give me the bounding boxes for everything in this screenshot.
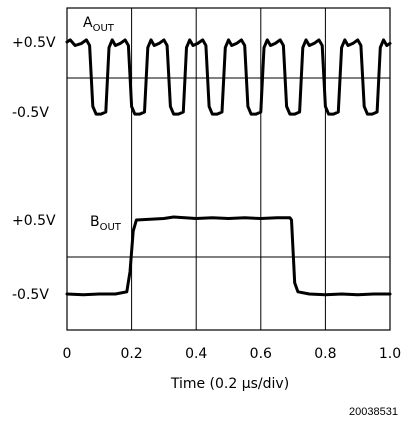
x-tick-label: 0.4 (185, 346, 207, 362)
chart-traces (65, 38, 392, 297)
x-axis-label: Time (0.2 μs/div) (170, 376, 289, 392)
y-tick-label: -0.5V (12, 287, 49, 303)
trace-a-out (65, 38, 392, 116)
trace-b-out (65, 215, 392, 297)
x-tick-label: 0.6 (250, 346, 272, 362)
chart-labels: 0 0.2 0.4 0.6 0.8 1.0 +0.5V -0.5V +0.5V -0.5V (12, 35, 401, 362)
x-tick-label: 1.0 (379, 346, 401, 362)
x-tick-label: 0 (63, 346, 72, 362)
y-tick-label: +0.5V (12, 35, 56, 51)
figure-id: 20038531 (349, 406, 398, 418)
y-tick-label: -0.5V (12, 105, 49, 121)
x-tick-label: 0.2 (120, 346, 142, 362)
panel-b-label: BOUT (90, 214, 122, 233)
plot-frame (66, 7, 391, 331)
chart-grid (66, 7, 391, 331)
x-tick-label: 0.8 (314, 346, 336, 362)
panel-a-label: AOUT (83, 15, 115, 34)
y-tick-label: +0.5V (12, 213, 56, 229)
